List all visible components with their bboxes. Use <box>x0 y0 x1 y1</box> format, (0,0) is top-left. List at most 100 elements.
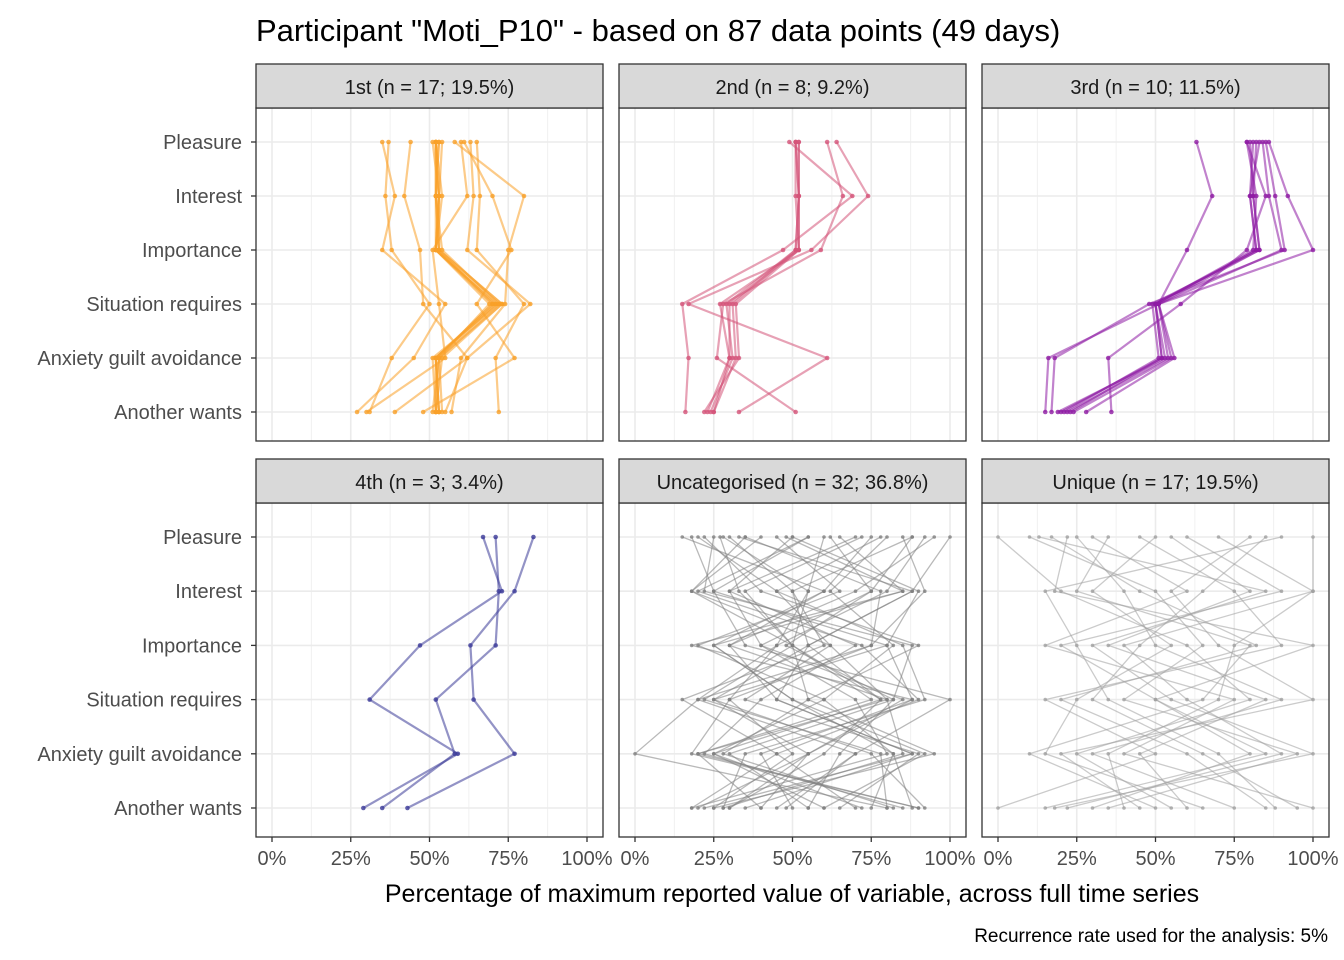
data-point <box>420 301 426 307</box>
data-point <box>860 806 864 810</box>
y-tick-label: Anxiety guilt avoidance <box>37 744 242 766</box>
data-point <box>806 589 811 593</box>
data-point <box>853 806 858 810</box>
data-point <box>711 589 716 593</box>
data-point <box>521 301 527 307</box>
data-point <box>784 643 788 648</box>
data-point <box>910 643 914 648</box>
data-point <box>1248 697 1252 702</box>
data-point <box>505 247 511 253</box>
data-point <box>837 535 842 539</box>
data-point <box>721 752 725 756</box>
data-point <box>1263 589 1268 593</box>
data-point <box>683 409 688 415</box>
data-point <box>1137 589 1142 593</box>
data-point <box>427 301 432 307</box>
data-point <box>509 247 514 253</box>
data-point <box>910 589 914 593</box>
series-line <box>691 536 920 809</box>
data-point <box>1169 697 1174 702</box>
facet-strip <box>618 458 967 504</box>
data-point <box>1185 806 1189 810</box>
series-line <box>1051 536 1267 809</box>
data-point <box>689 643 694 648</box>
data-point <box>367 697 372 702</box>
data-point <box>379 139 385 145</box>
y-tick-label: Situation requires <box>86 690 242 712</box>
data-point <box>743 589 748 593</box>
data-point <box>1169 643 1174 648</box>
data-point <box>1043 643 1048 648</box>
data-point <box>1169 806 1174 810</box>
data-point <box>900 697 905 702</box>
data-point <box>458 139 464 145</box>
data-point <box>806 806 811 810</box>
data-point <box>1273 806 1277 810</box>
data-point <box>916 806 921 810</box>
data-point <box>1065 806 1070 810</box>
series-line <box>745 536 951 809</box>
series-line <box>703 536 888 809</box>
series-line <box>1073 141 1283 413</box>
data-point <box>822 697 826 702</box>
data-point <box>916 643 921 648</box>
data-point <box>1250 139 1256 145</box>
data-point <box>1263 139 1269 145</box>
data-point <box>521 193 527 199</box>
data-point <box>430 139 435 145</box>
data-point <box>1185 697 1189 702</box>
data-point <box>383 193 388 199</box>
data-point <box>702 697 707 702</box>
x-tick-label: 0% <box>258 848 287 870</box>
data-point <box>420 409 426 415</box>
facet-panel: 3rd (n = 10; 11.5%) <box>981 63 1330 442</box>
data-point <box>1232 643 1237 648</box>
data-point <box>392 409 398 415</box>
series-line <box>691 536 919 809</box>
data-point <box>405 805 410 811</box>
series-line <box>691 536 913 809</box>
data-point <box>490 301 495 307</box>
data-point <box>1244 247 1250 253</box>
data-point <box>496 409 502 415</box>
data-point <box>853 589 858 593</box>
data-point <box>869 752 874 756</box>
series-line <box>1045 536 1283 809</box>
data-point <box>1109 409 1114 415</box>
data-point <box>1137 535 1142 539</box>
data-point <box>1311 535 1315 539</box>
x-tick-label: 75% <box>488 848 528 870</box>
data-point <box>1122 643 1126 648</box>
data-point <box>837 589 842 593</box>
data-point <box>885 752 889 756</box>
data-point <box>512 355 517 361</box>
data-point <box>1260 139 1265 145</box>
x-tick-label: 100% <box>924 848 975 870</box>
data-point <box>759 643 763 648</box>
data-point <box>433 193 439 199</box>
data-point <box>720 301 726 307</box>
data-point <box>1027 752 1032 756</box>
data-point <box>891 697 896 702</box>
data-point <box>774 806 779 810</box>
data-point <box>878 589 883 593</box>
data-point <box>834 139 839 145</box>
data-point <box>1279 643 1284 648</box>
data-point <box>433 409 439 415</box>
data-point <box>1122 589 1126 593</box>
data-point <box>806 643 811 648</box>
data-point <box>433 139 439 145</box>
series-line <box>1067 536 1314 809</box>
series-line <box>713 536 951 809</box>
data-point <box>916 752 921 756</box>
data-point <box>1068 409 1073 415</box>
data-point <box>891 752 896 756</box>
data-point <box>1055 409 1061 415</box>
data-point <box>900 589 905 593</box>
data-point <box>1090 589 1095 593</box>
data-point <box>1105 355 1111 361</box>
data-point <box>512 751 517 757</box>
data-point <box>840 193 846 199</box>
data-point <box>1137 752 1142 756</box>
data-point <box>1046 355 1051 361</box>
